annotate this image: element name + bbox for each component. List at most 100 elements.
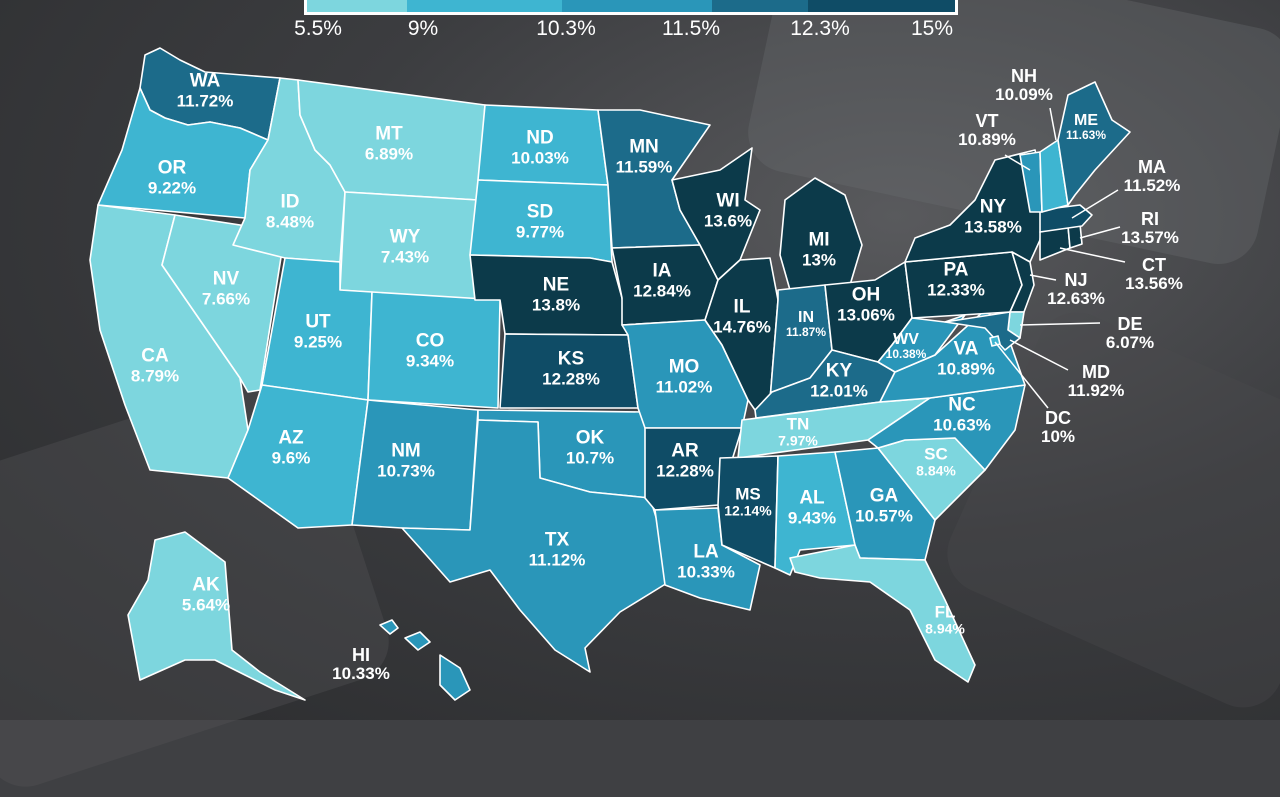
state-percent: 9.43% <box>787 508 837 528</box>
state-percent: 9.34% <box>405 351 455 371</box>
state-label-NH: NH 10.09% <box>995 66 1053 105</box>
state-percent: 11.87% <box>785 325 827 340</box>
state-percent: 8.84% <box>916 462 956 479</box>
state-MI[interactable] <box>779 177 863 291</box>
state-percent: 10.03% <box>511 148 569 168</box>
state-OR[interactable] <box>97 87 269 219</box>
state-label-MS: MS 12.14% <box>724 484 772 519</box>
state-abbr: NM <box>391 440 421 462</box>
state-label-DE: DE 6.07% <box>1105 314 1155 353</box>
state-percent: 11.59% <box>615 157 673 177</box>
state-abbr: NH <box>1010 66 1037 87</box>
state-percent: 13.06% <box>837 305 895 325</box>
legend-segment <box>808 0 955 12</box>
state-percent: 6.89% <box>364 144 414 164</box>
state-percent: 6.07% <box>1105 333 1155 353</box>
state-percent: 14.76% <box>713 317 771 337</box>
state-percent: 10% <box>1040 427 1076 447</box>
state-label-LA: LA 10.33% <box>677 542 735 582</box>
state-abbr: TX <box>544 529 570 551</box>
state-label-MD: MD 11.92% <box>1068 362 1125 401</box>
state-label-GA: GA 10.57% <box>855 486 913 526</box>
state-percent: 13.8% <box>531 295 581 315</box>
state-abbr: WV <box>893 330 919 348</box>
state-abbr: MS <box>735 484 761 504</box>
state-abbr: CO <box>415 330 445 352</box>
state-percent: 13.58% <box>964 217 1022 237</box>
state-abbr: VA <box>953 338 979 360</box>
state-label-FL: FL 8.94% <box>925 602 965 636</box>
state-abbr: WA <box>189 70 221 92</box>
state-percent: 12.63% <box>1047 289 1105 309</box>
state-percent: 13% <box>801 250 837 270</box>
state-abbr: FL <box>934 602 956 622</box>
state-WV[interactable] <box>877 314 966 373</box>
state-ME[interactable] <box>1057 81 1131 206</box>
state-label-ID: ID 8.48% <box>266 192 314 232</box>
state-abbr: TN <box>786 414 810 434</box>
state-percent: 12.33% <box>927 280 985 300</box>
state-percent: 10.73% <box>377 461 435 481</box>
state-percent: 10.33% <box>677 562 735 582</box>
state-CO[interactable] <box>367 291 501 409</box>
state-percent: 13.57% <box>1121 228 1179 248</box>
state-abbr: KS <box>557 348 585 370</box>
state-label-OK: OK 10.7% <box>565 428 615 468</box>
legend-tick-label: 11.5% <box>662 17 720 40</box>
state-percent: 8.79% <box>130 366 180 386</box>
state-abbr: AZ <box>278 427 304 449</box>
state-label-OH: OH 13.06% <box>837 285 895 325</box>
state-abbr: AL <box>799 487 825 509</box>
state-TX[interactable] <box>401 419 673 673</box>
state-HI[interactable] <box>379 619 471 701</box>
us-state-map <box>89 47 1131 701</box>
state-abbr: NJ <box>1064 270 1088 291</box>
state-label-CA: CA 8.79% <box>130 345 180 386</box>
state-abbr: OR <box>157 157 187 179</box>
state-percent: 7.66% <box>201 289 251 309</box>
state-percent: 10.63% <box>933 415 991 435</box>
state-label-NJ: NJ 12.63% <box>1047 270 1105 309</box>
state-percent: 10.89% <box>958 130 1016 150</box>
state-label-KY: KY 12.01% <box>810 361 868 401</box>
state-MD[interactable] <box>944 311 1021 351</box>
state-MS[interactable] <box>717 455 779 569</box>
state-WI[interactable] <box>671 147 761 281</box>
state-abbr: CA <box>141 345 169 367</box>
state-AK[interactable] <box>127 531 306 701</box>
state-percent: 5.64% <box>181 595 231 615</box>
state-label-ND: ND 10.03% <box>511 127 569 168</box>
state-label-NC: NC 10.63% <box>933 395 991 435</box>
state-label-AK: AK 5.64% <box>181 575 231 615</box>
state-abbr: NE <box>542 274 570 296</box>
state-abbr: WY <box>389 226 421 248</box>
state-label-WV: WV 10.38% <box>886 331 927 361</box>
state-percent: 11.52% <box>1123 176 1181 196</box>
state-percent: 10.09% <box>995 85 1053 105</box>
legend-segment <box>307 0 407 12</box>
state-percent: 10.33% <box>332 664 390 684</box>
state-label-SC: SC 8.84% <box>916 444 956 479</box>
state-percent: 11.02% <box>655 377 713 397</box>
state-abbr: IL <box>733 296 751 318</box>
state-percent: 12.14% <box>724 502 772 519</box>
state-label-TX: TX 11.12% <box>529 529 586 570</box>
state-label-VA: VA 10.89% <box>937 338 995 379</box>
state-abbr: UT <box>305 311 331 333</box>
state-label-HI: HI 10.33% <box>332 645 390 684</box>
state-abbr: MI <box>808 229 830 251</box>
legend-tick-label: 9% <box>407 17 439 40</box>
state-percent: 10.7% <box>565 448 615 468</box>
state-AR[interactable] <box>644 427 743 511</box>
state-label-MO: MO 11.02% <box>655 357 713 397</box>
legend-tick-label: 12.3% <box>790 17 850 40</box>
state-abbr: HI <box>351 645 370 666</box>
state-abbr: MT <box>375 123 403 145</box>
state-label-TN: TN 7.97% <box>778 414 818 449</box>
state-abbr: DE <box>1117 314 1143 335</box>
state-percent: 7.97% <box>778 432 818 449</box>
state-abbr: ND <box>526 127 554 149</box>
state-FL[interactable] <box>789 544 976 683</box>
state-abbr: AR <box>671 440 699 462</box>
state-abbr: MN <box>629 136 659 158</box>
